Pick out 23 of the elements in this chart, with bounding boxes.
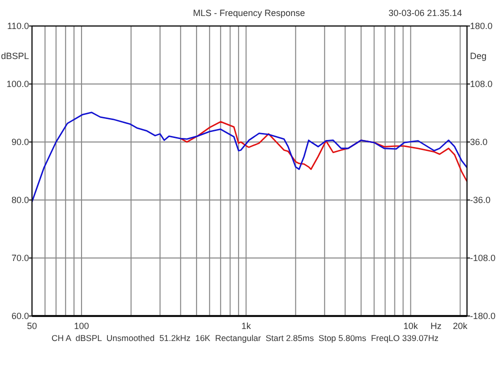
y2-tick-label: 180.0 (470, 21, 493, 31)
x-tick-label: 50 (26, 321, 38, 331)
x-tick-label: 100 (74, 321, 90, 331)
x-tick-label: 10k (403, 321, 418, 331)
text: 30-03-06 21.35.14 (388, 8, 462, 18)
y-axis-title: dBSPL (0, 51, 29, 61)
y2-tick-label: -36.0 (470, 195, 491, 205)
y2-tick-label: 36.0 (470, 137, 488, 147)
x-tick-label: 1k (241, 321, 252, 331)
x-axis-title: Hz (430, 321, 442, 331)
y2-tick-label: 108.0 (470, 79, 493, 89)
y2-tick-label: -108.0 (470, 253, 496, 263)
text: CH A dBSPL Unsmoothed 51.2kHz 16K Rectangular Start 2.85ms Stop 5.80ms FreqLO 339.07Hz (51, 333, 439, 343)
y-tick-label: 90.0 (11, 137, 29, 147)
y-tick-label: 60.0 (11, 311, 29, 321)
y-tick-label: 100.0 (6, 79, 29, 89)
y2-axis-title: Deg (470, 51, 487, 61)
y2-tick-label: -180.0 (470, 311, 496, 321)
x-tick-label: 20k (452, 321, 468, 331)
chart-title: MLS - Frequency Response (192, 8, 306, 18)
y-tick-label: 110.0 (7, 21, 29, 31)
y-tick-label: 70.0 (11, 253, 29, 263)
y-tick-label: 80.0 (11, 195, 29, 205)
